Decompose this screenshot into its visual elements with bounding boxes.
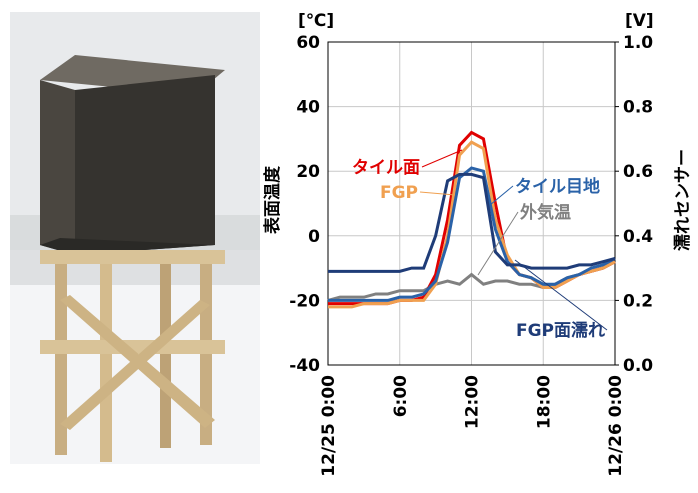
leader-line <box>421 149 463 168</box>
y2-axis-label: 濡れセンサー <box>673 149 693 251</box>
leader-line <box>477 211 519 276</box>
chart: -40 -20 0 20 40 60 0.0 0.2 0.4 0.6 0.8 1.0 12/25 0:0… <box>262 11 693 477</box>
y2-tick-label: 1.0 <box>623 33 653 53</box>
y2-tick-label: 0.2 <box>623 291 653 311</box>
x-tick-label: 12/26 0:00 <box>606 375 626 477</box>
y2-tick-label: 0.6 <box>623 162 653 182</box>
leader-line <box>514 259 608 331</box>
plot-border <box>327 41 616 366</box>
y-tick-label: 40 <box>296 98 320 118</box>
series-line <box>328 140 616 309</box>
y2-tick-label: 0.8 <box>623 98 653 118</box>
x-tick-label: 6:00 <box>391 375 411 417</box>
y2-tick-label: 0.0 <box>623 356 653 376</box>
leader-line <box>489 185 514 206</box>
series-label: タイル面 <box>352 158 420 178</box>
series-line <box>328 166 616 302</box>
x-tick-label: 12/25 0:00 <box>319 375 339 477</box>
photo <box>10 12 260 464</box>
y2-tick-label: 0.4 <box>623 227 653 247</box>
y2-unit: [V] <box>625 11 654 31</box>
leader-line <box>419 191 456 196</box>
series-label: FGP <box>380 183 418 203</box>
series-line <box>328 172 616 273</box>
y-tick-label: -40 <box>289 356 320 376</box>
y-tick-label: 20 <box>296 162 320 182</box>
y-tick-label: -20 <box>289 291 320 311</box>
y-tick-label: 0 <box>308 227 320 247</box>
y-tick-label: 60 <box>296 33 320 53</box>
series-label: 外気温 <box>520 202 571 223</box>
y-axis-label: 表面温度 <box>262 165 283 234</box>
x-tick-label: 18:00 <box>534 375 554 429</box>
x-tick-label: 12:00 <box>463 375 483 429</box>
series-label: FGP面濡れ <box>516 321 605 341</box>
y-unit: [℃] <box>298 11 334 31</box>
series-label: タイル目地 <box>515 176 600 197</box>
